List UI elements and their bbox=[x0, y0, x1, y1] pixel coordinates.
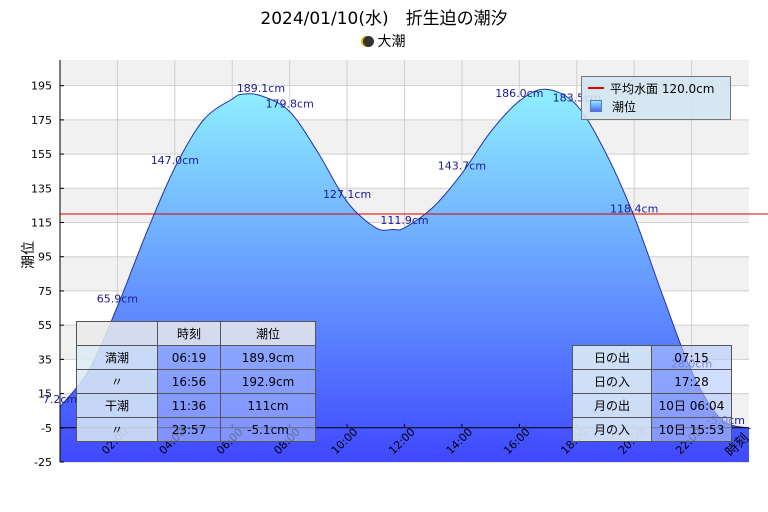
table-row: 干潮 11:36 111cm bbox=[76, 393, 316, 418]
sun-moon-table: 日の出 07:15 日の入 17:28 月の出 10日 06:04 月の入 10… bbox=[572, 345, 732, 442]
data-label: 111.9cm bbox=[380, 214, 428, 227]
data-label: 189.1cm bbox=[237, 82, 285, 95]
tide-area-swatch bbox=[590, 100, 602, 112]
data-label: 179.8cm bbox=[266, 98, 314, 111]
tide-table-header: 時刻 潮位 bbox=[76, 321, 316, 346]
y-tick-label: 195 bbox=[31, 80, 52, 93]
y-tick-label: 15 bbox=[38, 388, 52, 401]
table-row: 月の入 10日 15:53 bbox=[572, 417, 732, 442]
tide-time: 16:56 bbox=[156, 369, 222, 394]
legend-item-tide: 潮位 bbox=[588, 99, 636, 115]
event-label: 月の出 bbox=[572, 393, 652, 418]
event-time: 10日 15:53 bbox=[651, 417, 732, 442]
y-tick-label: 55 bbox=[38, 319, 52, 332]
table-row: 月の出 10日 06:04 bbox=[572, 393, 732, 418]
y-tick-label: -5 bbox=[41, 422, 52, 435]
event-time: 10日 06:04 bbox=[651, 393, 732, 418]
table-row: 満潮 06:19 189.9cm bbox=[76, 345, 316, 370]
tide-type: 〃 bbox=[76, 369, 158, 394]
tide-level: -5.1cm bbox=[220, 417, 316, 442]
y-tick-label: 155 bbox=[31, 148, 52, 161]
y-tick-label: 115 bbox=[31, 217, 52, 230]
tide-type: 満潮 bbox=[76, 345, 158, 370]
legend-mean-label: 平均水面 120.0cm bbox=[610, 82, 715, 96]
tide-time: 06:19 bbox=[156, 345, 222, 370]
table-row: 〃 23:57 -5.1cm bbox=[76, 417, 316, 442]
tide-table-header-cell bbox=[76, 321, 158, 346]
y-tick-label: 135 bbox=[31, 182, 52, 195]
tide-table-header-cell: 潮位 bbox=[220, 321, 316, 346]
data-label: 147.0cm bbox=[151, 154, 199, 167]
mean-line-swatch bbox=[588, 87, 604, 89]
tide-type: 〃 bbox=[76, 417, 158, 442]
y-tick-label: 95 bbox=[38, 251, 52, 264]
tide-table-header-cell: 時刻 bbox=[156, 321, 222, 346]
tide-time: 23:57 bbox=[156, 417, 222, 442]
data-label: 118.4cm bbox=[610, 203, 658, 216]
data-label: 127.1cm bbox=[323, 188, 371, 201]
event-label: 日の出 bbox=[572, 345, 652, 370]
table-row: 〃 16:56 192.9cm bbox=[76, 369, 316, 394]
moon-phase: 大潮 bbox=[0, 31, 768, 51]
event-time: 17:28 bbox=[651, 369, 732, 394]
y-tick-label: 35 bbox=[38, 353, 52, 366]
data-label: 7.2cm bbox=[43, 393, 77, 406]
table-row: 日の出 07:15 bbox=[572, 345, 732, 370]
legend-item-mean: 平均水面 120.0cm bbox=[588, 81, 714, 97]
tide-table: 時刻 潮位 満潮 06:19 189.9cm 〃 16:56 192.9cm 干… bbox=[76, 321, 316, 442]
data-label: 143.7cm bbox=[438, 159, 486, 172]
chart-title: 2024/01/10(水) 折生迫の潮汐 bbox=[260, 9, 508, 29]
tide-level: 189.9cm bbox=[220, 345, 316, 370]
event-time: 07:15 bbox=[651, 345, 732, 370]
legend-tide-label: 潮位 bbox=[612, 100, 637, 114]
tide-level: 192.9cm bbox=[220, 369, 316, 394]
event-label: 日の入 bbox=[572, 369, 652, 394]
tide-level: 111cm bbox=[220, 393, 316, 418]
y-tick-label: -25 bbox=[34, 456, 52, 469]
y-tick-label: 175 bbox=[31, 114, 52, 127]
legend: 平均水面 120.0cm 潮位 bbox=[581, 76, 731, 120]
y-tick-label: 75 bbox=[38, 285, 52, 298]
moon-phase-label: 大潮 bbox=[377, 34, 406, 50]
data-label: 186.0cm bbox=[495, 87, 543, 100]
moon-icon bbox=[362, 36, 374, 47]
table-row: 日の入 17:28 bbox=[572, 369, 732, 394]
tide-time: 11:36 bbox=[156, 393, 222, 418]
event-label: 月の入 bbox=[572, 417, 652, 442]
tide-curve bbox=[59, 88, 751, 430]
tide-type: 干潮 bbox=[76, 393, 158, 418]
data-label: 65.9cm bbox=[97, 293, 138, 306]
